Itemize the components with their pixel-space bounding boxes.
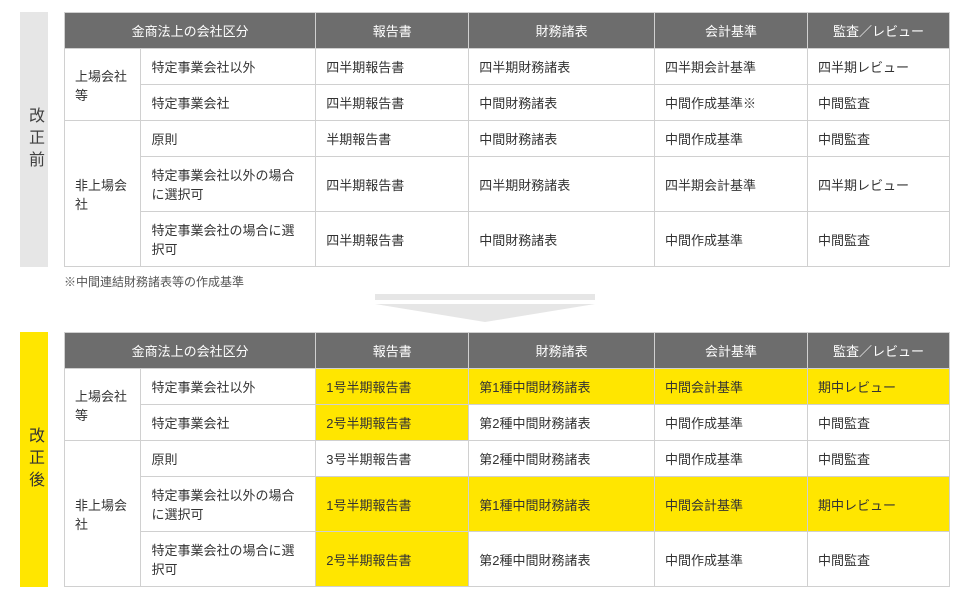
before-table-wrap: 金商法上の会社区分 報告書 財務諸表 会計基準 監査／レビュー 上場会社等 特定… [64,12,950,267]
header-col-4: 会計基準 [654,333,807,369]
cell-fs: 四半期財務諸表 [469,49,655,85]
cell-cat: 特定事業会社 [141,85,316,121]
cell-report: 2号半期報告書 [316,532,469,587]
header-col-3: 財務諸表 [469,333,655,369]
table-row: 特定事業会社以外の場合に選択可 四半期報告書 四半期財務諸表 四半期会計基準 四… [65,157,950,212]
cell-cat: 特定事業会社以外の場合に選択可 [141,477,316,532]
cell-fs: 中間財務諸表 [469,212,655,267]
cell-fs: 第2種中間財務諸表 [469,532,655,587]
cell-audit: 中間監査 [807,405,949,441]
cell-audit: 中間監査 [807,121,949,157]
cell-audit: 四半期レビュー [807,157,949,212]
cell-std: 中間作成基準 [654,441,807,477]
table-row: 特定事業会社の場合に選択可 2号半期報告書 第2種中間財務諸表 中間作成基準 中… [65,532,950,587]
cell-std: 中間作成基準 [654,121,807,157]
header-col-3: 財務諸表 [469,13,655,49]
cell-fs: 中間財務諸表 [469,121,655,157]
table-row: 上場会社等 特定事業会社以外 1号半期報告書 第1種中間財務諸表 中間会計基準 … [65,369,950,405]
cell-report: 2号半期報告書 [316,405,469,441]
table-row: 特定事業会社 2号半期報告書 第2種中間財務諸表 中間作成基準 中間監査 [65,405,950,441]
cell-cat: 特定事業会社以外 [141,369,316,405]
cell-std: 中間作成基準 [654,405,807,441]
cell-std: 中間作成基準※ [654,85,807,121]
footnote-text: ※中間連結財務諸表等の作成基準 [64,273,950,290]
cell-report: 四半期報告書 [316,85,469,121]
group2-label: 非上場会社 [65,441,141,587]
table-row: 特定事業会社の場合に選択可 四半期報告書 中間財務諸表 中間作成基準 中間監査 [65,212,950,267]
cell-std: 四半期会計基準 [654,157,807,212]
cell-report: 四半期報告書 [316,157,469,212]
table-row: 非上場会社 原則 3号半期報告書 第2種中間財務諸表 中間作成基準 中間監査 [65,441,950,477]
cell-report: 四半期報告書 [316,49,469,85]
cell-report: 3号半期報告書 [316,441,469,477]
cell-std: 中間会計基準 [654,477,807,532]
table-row: 特定事業会社 四半期報告書 中間財務諸表 中間作成基準※ 中間監査 [65,85,950,121]
header-col-4: 会計基準 [654,13,807,49]
cell-report: 半期報告書 [316,121,469,157]
header-col-5: 監査／レビュー [807,333,949,369]
header-col-1: 金商法上の会社区分 [65,13,316,49]
table-header-row: 金商法上の会社区分 報告書 財務諸表 会計基準 監査／レビュー [65,333,950,369]
cell-std: 四半期会計基準 [654,49,807,85]
cell-fs: 第2種中間財務諸表 [469,405,655,441]
cell-cat: 原則 [141,441,316,477]
cell-cat: 原則 [141,121,316,157]
cell-audit: 期中レビュー [807,369,949,405]
group1-label: 上場会社等 [65,49,141,121]
before-block: 改正前 金商法上の会社区分 報告書 財務諸表 会計基準 監査／レビュー 上場会社… [20,12,950,267]
cell-fs: 第2種中間財務諸表 [469,441,655,477]
cell-cat: 特定事業会社以外 [141,49,316,85]
group1-label: 上場会社等 [65,369,141,441]
cell-fs: 四半期財務諸表 [469,157,655,212]
before-vertical-label: 改正前 [20,12,48,267]
after-block: 改正後 金商法上の会社区分 報告書 財務諸表 会計基準 監査／レビュー 上場会社… [20,332,950,587]
cell-report: 1号半期報告書 [316,477,469,532]
cell-cat: 特定事業会社 [141,405,316,441]
cell-cat: 特定事業会社の場合に選択可 [141,532,316,587]
cell-report: 1号半期報告書 [316,369,469,405]
cell-audit: 四半期レビュー [807,49,949,85]
cell-std: 中間作成基準 [654,212,807,267]
cell-fs: 中間財務諸表 [469,85,655,121]
cell-report: 四半期報告書 [316,212,469,267]
header-col-1: 金商法上の会社区分 [65,333,316,369]
cell-std: 中間会計基準 [654,369,807,405]
after-table-wrap: 金商法上の会社区分 報告書 財務諸表 会計基準 監査／レビュー 上場会社等 特定… [64,332,950,587]
table-row: 上場会社等 特定事業会社以外 四半期報告書 四半期財務諸表 四半期会計基準 四半… [65,49,950,85]
after-vertical-label: 改正後 [20,332,48,587]
header-col-5: 監査／レビュー [807,13,949,49]
cell-audit: 期中レビュー [807,477,949,532]
before-table: 金商法上の会社区分 報告書 財務諸表 会計基準 監査／レビュー 上場会社等 特定… [64,12,950,267]
header-col-2: 報告書 [316,13,469,49]
cell-audit: 中間監査 [807,212,949,267]
table-row: 非上場会社 原則 半期報告書 中間財務諸表 中間作成基準 中間監査 [65,121,950,157]
cell-cat: 特定事業会社の場合に選択可 [141,212,316,267]
cell-audit: 中間監査 [807,532,949,587]
cell-std: 中間作成基準 [654,532,807,587]
after-table: 金商法上の会社区分 報告書 財務諸表 会計基準 監査／レビュー 上場会社等 特定… [64,332,950,587]
cell-fs: 第1種中間財務諸表 [469,477,655,532]
cell-audit: 中間監査 [807,441,949,477]
table-header-row: 金商法上の会社区分 報告書 財務諸表 会計基準 監査／レビュー [65,13,950,49]
cell-fs: 第1種中間財務諸表 [469,369,655,405]
cell-cat: 特定事業会社以外の場合に選択可 [141,157,316,212]
table-row: 特定事業会社以外の場合に選択可 1号半期報告書 第1種中間財務諸表 中間会計基準… [65,477,950,532]
header-col-2: 報告書 [316,333,469,369]
group2-label: 非上場会社 [65,121,141,267]
arrow-down-icon [20,294,950,322]
cell-audit: 中間監査 [807,85,949,121]
